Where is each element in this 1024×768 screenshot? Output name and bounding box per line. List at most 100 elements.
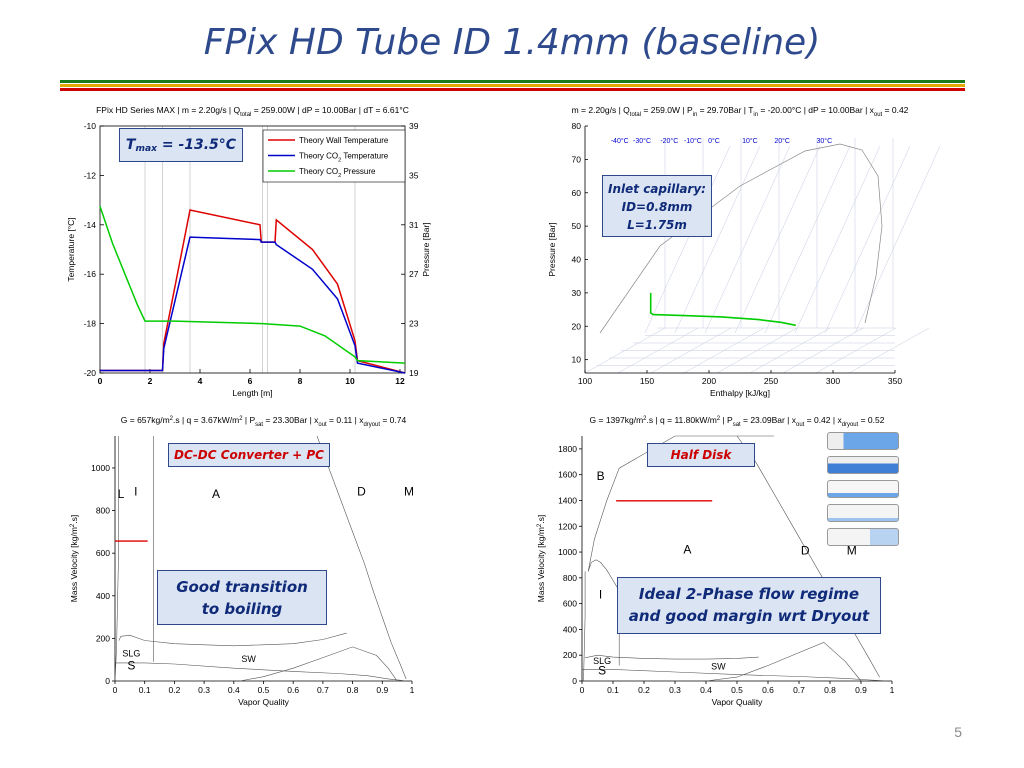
regime-boundary — [118, 632, 347, 647]
x-tick-label: 4 — [198, 376, 203, 386]
x-tick-label: 0 — [580, 685, 585, 695]
regime-label: I — [134, 485, 137, 499]
x-axis-label: Vapor Quality — [238, 697, 290, 707]
dcdc-converter-label: DC-DC Converter + PC — [168, 443, 330, 467]
isotherm-label: -30°C — [633, 137, 651, 145]
y-tick-label: 600 — [563, 599, 577, 609]
legend-label: Theory CO2 Temperature — [299, 152, 389, 164]
x-tick-label: 0.5 — [258, 685, 270, 695]
half-disk-label: Half Disk — [647, 443, 755, 467]
regime-label: A — [683, 542, 691, 556]
regime-boundary — [736, 435, 880, 678]
x-tick-label: 0.4 — [228, 685, 240, 695]
flow-pattern-thumbnail — [827, 480, 899, 498]
y2-tick-label: 35 — [409, 170, 419, 180]
y-tick-label: 50 — [572, 221, 582, 231]
regime-boundary — [582, 669, 883, 681]
y2-axis-label: Pressure [Bar] — [421, 222, 431, 276]
y2-tick-label: 39 — [409, 121, 419, 131]
y2-tick-label: 31 — [409, 220, 419, 230]
y-tick-label: 1800 — [558, 444, 577, 454]
flow-pattern-thumbnails — [827, 432, 899, 552]
x-tick-label: 350 — [888, 376, 902, 386]
x-tick-label: 6 — [248, 376, 253, 386]
x-tick-label: 2 — [148, 376, 153, 386]
regime-label: B — [597, 469, 605, 483]
x-tick-label: 12 — [395, 376, 405, 386]
y-tick-label: 600 — [96, 548, 110, 558]
y-tick-label: 0 — [572, 676, 577, 686]
x-tick-label: 0.6 — [287, 685, 299, 695]
series-line-1 — [100, 236, 406, 374]
y-tick-label: 70 — [572, 154, 582, 164]
y-tick-label: -18 — [84, 319, 97, 329]
y-tick-label: 1400 — [558, 495, 577, 505]
regime-boundary — [114, 436, 119, 682]
regime-label: SLG — [593, 656, 611, 666]
y-tick-label: 1000 — [91, 463, 110, 473]
y-tick-label: -12 — [84, 170, 97, 180]
x-axis-label: Length [m] — [232, 388, 272, 398]
inlet-capillary-callout: Inlet capillary: ID=0.8mm L=1.75m — [602, 175, 712, 237]
isotherm-label: -10°C — [684, 137, 702, 145]
isotherm-label: 0°C — [708, 137, 720, 145]
legend-label: Theory Wall Temperature — [299, 136, 389, 145]
x-tick-label: 0.6 — [762, 685, 774, 695]
regime-boundary — [585, 654, 759, 660]
isotherm-line — [794, 145, 881, 334]
regime-boundary — [705, 641, 862, 682]
regime-label: D — [357, 485, 366, 499]
x-tick-label: 0.9 — [376, 685, 388, 695]
chart-title: FPix HD Series MAX | m = 2.20g/s | Qtota… — [96, 105, 409, 118]
y2-tick-label: 27 — [409, 269, 419, 279]
title-rule-green — [60, 80, 965, 83]
regime-label: SLG — [122, 649, 140, 659]
y-tick-label: -10 — [84, 121, 97, 131]
isotherm-line — [854, 145, 941, 334]
y-axis-label: Mass Velocity [kg/m2.s] — [69, 515, 79, 602]
co2-path-line — [649, 292, 796, 327]
x-axis-label: Vapor Quality — [712, 697, 764, 707]
page-number: 5 — [954, 724, 962, 740]
y-axis-label: Mass Velocity [kg/m2.s] — [536, 515, 546, 602]
flow-pattern-thumbnail — [827, 456, 899, 474]
title-rule-red — [60, 88, 965, 91]
x-tick-label: 0.1 — [139, 685, 151, 695]
y2-tick-label: 23 — [409, 319, 419, 329]
y-tick-label: 0 — [105, 676, 110, 686]
regime-boundary — [316, 435, 407, 680]
regime-label: SW — [241, 654, 256, 664]
regime-boundary — [583, 571, 586, 682]
x-tick-label: 0.3 — [669, 685, 681, 695]
good-transition-callout: Good transition to boiling — [157, 570, 327, 625]
chart-title: G = 1397kg/m2.s | q = 11.80kW/m2 | Psat … — [590, 415, 885, 428]
x-tick-label: 0.8 — [347, 685, 359, 695]
chart-title: G = 657kg/m2.s | q = 3.67kW/m2 | Psat = … — [121, 415, 407, 428]
y-tick-label: 1600 — [558, 470, 577, 480]
x-tick-label: 0.2 — [638, 685, 650, 695]
x-tick-label: 0.1 — [607, 685, 619, 695]
regime-label: SW — [711, 661, 726, 671]
x-tick-label: 10 — [345, 376, 355, 386]
title-rule-yellow — [60, 84, 965, 87]
flow-map-halfdisk-chart: G = 1397kg/m2.s | q = 11.80kW/m2 | Psat … — [536, 415, 895, 707]
x-tick-label: 0 — [113, 685, 118, 695]
x-tick-label: 0.2 — [168, 685, 180, 695]
legend-label: Theory CO2 Pressure — [299, 167, 376, 179]
regime-label: D — [801, 544, 810, 558]
x-tick-label: 0.7 — [317, 685, 329, 695]
isotherm-line — [644, 145, 731, 334]
y-tick-label: 10 — [572, 355, 582, 365]
ideal-flow-callout: Ideal 2-Phase flow regime and good margi… — [617, 577, 881, 634]
pressure-enthalpy-chart: m = 2.20g/s | Qtotal = 259.0W | Pin = 29… — [547, 105, 941, 398]
x-axis-label: Enthalpy [kJ/kg] — [710, 388, 770, 398]
chart-title: m = 2.20g/s | Qtotal = 259.0W | Pin = 29… — [572, 105, 909, 118]
x-tick-label: 0.9 — [855, 685, 867, 695]
y-tick-label: 20 — [572, 321, 582, 331]
y-tick-label: 40 — [572, 255, 582, 265]
isotherm-line — [824, 145, 911, 334]
y-axis-label: Temperature [°C] — [66, 217, 76, 281]
y2-tick-label: 19 — [409, 368, 419, 378]
y-tick-label: 800 — [563, 573, 577, 583]
regime-label: M — [847, 544, 857, 558]
